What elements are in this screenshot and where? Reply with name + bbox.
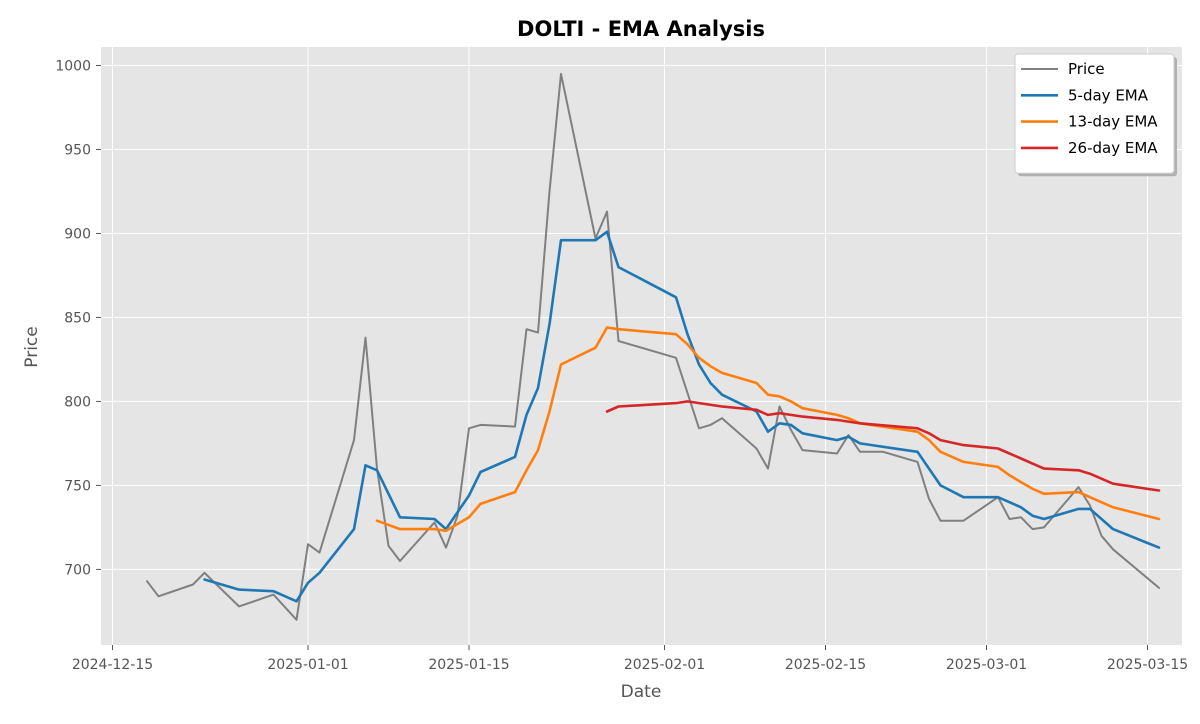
x-tick-label: 2025-01-01 [267,657,348,673]
legend-box [1014,53,1175,174]
chart-title: DOLTI - EMA Analysis [517,17,765,41]
y-axis-label: Price [22,326,42,367]
grid [101,47,1182,645]
legend: Price 5-day EMA 13-day EMA 26-day EMA [1014,53,1177,177]
y-tick-label: 800 [64,394,91,410]
x-tick-label: 2025-01-15 [428,657,509,673]
series-line-13-day-ema [375,326,1161,533]
series-line-26-day-ema [605,400,1161,492]
x-tick-label: 2025-03-01 [946,657,1027,673]
plot-area [101,47,1182,645]
x-tick-label: 2024-12-15 [72,657,153,673]
legend-label: 26-day EMA [1068,139,1158,157]
y-tick-label: 700 [64,562,91,578]
x-tick-label: 2025-02-15 [785,657,866,673]
legend-label: Price [1068,60,1105,78]
x-axis: 2024-12-15 2025-01-01 2025-01-15 2025-02-01… [72,645,1188,673]
series-lines [146,72,1161,621]
legend-label: 5-day EMA [1068,86,1149,104]
x-tick-label: 2025-03-15 [1107,657,1188,673]
x-tick-label: 2025-02-01 [624,657,705,673]
y-axis: 700 750 800 850 900 950 1000 [55,58,101,578]
legend-label: 13-day EMA [1068,113,1158,131]
x-axis-label: Date [621,682,662,702]
y-tick-label: 750 [64,478,91,494]
y-tick-label: 900 [64,226,91,242]
y-tick-label: 1000 [55,58,91,74]
y-tick-label: 950 [64,142,91,158]
y-tick-label: 850 [64,310,91,326]
